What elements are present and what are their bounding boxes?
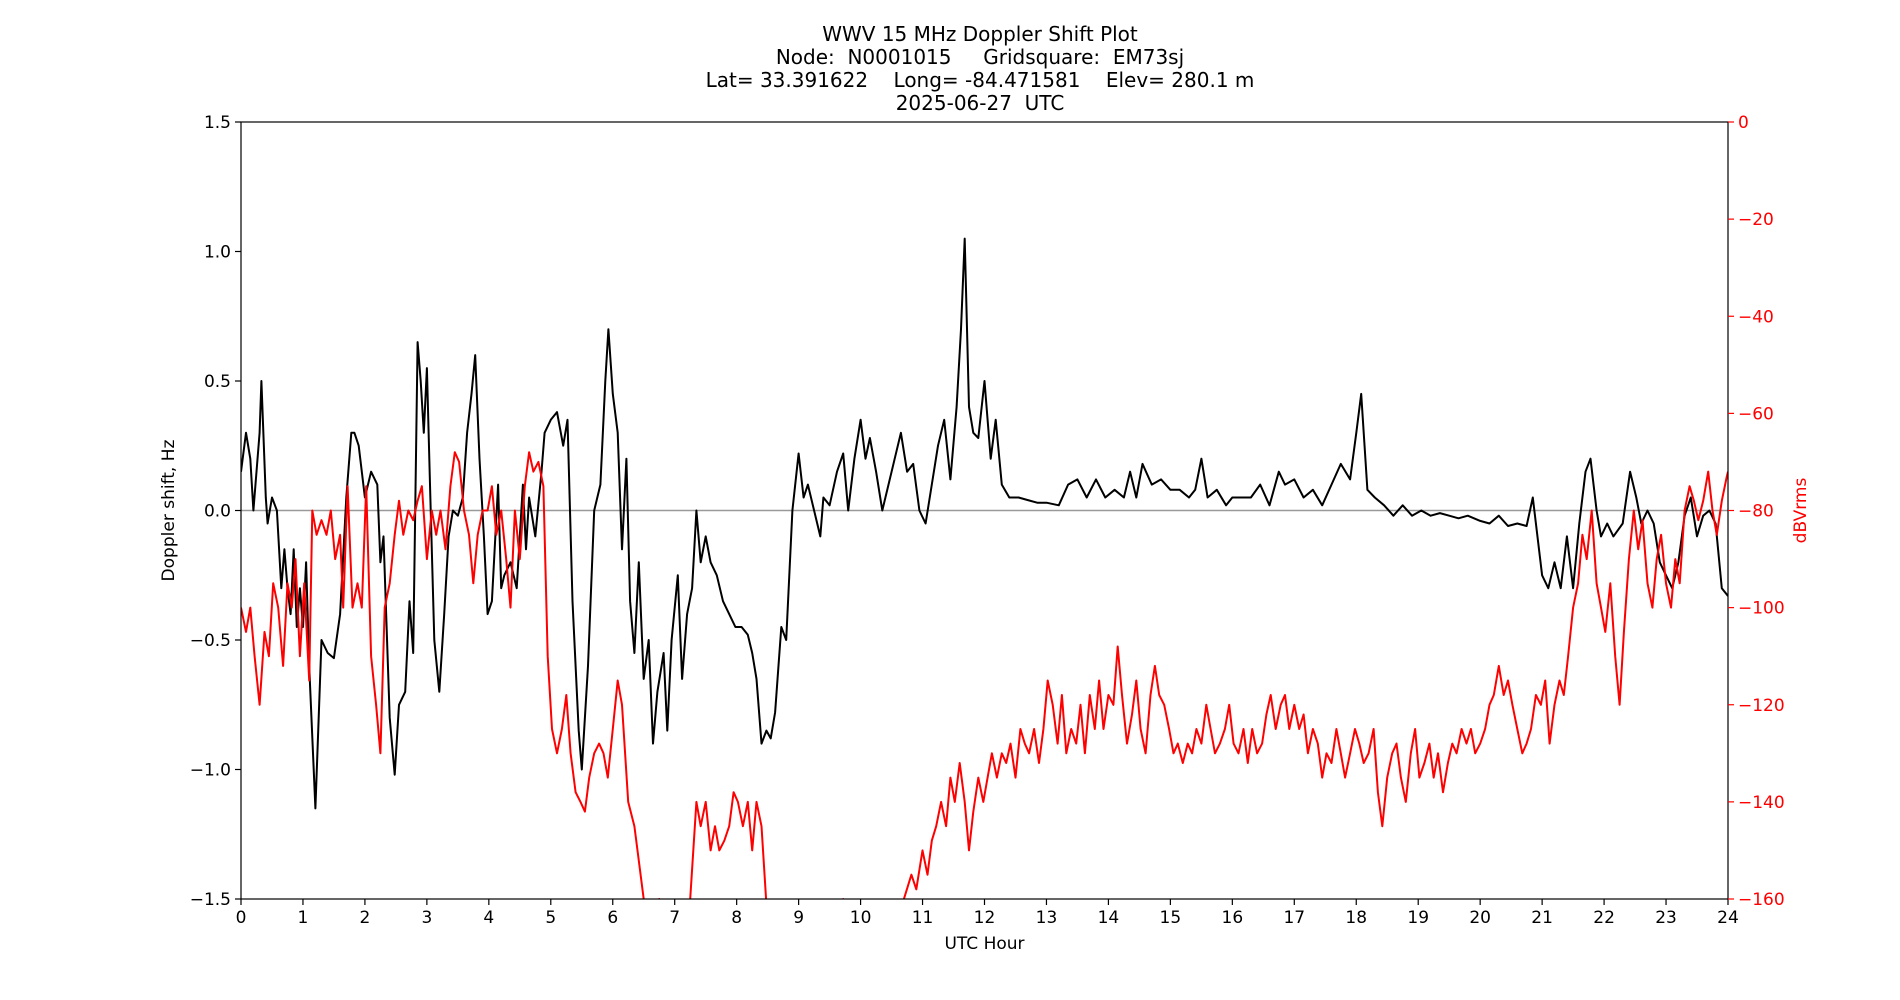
x-tick-label: 8 — [731, 908, 742, 928]
y-right-tick-label: −160 — [1738, 890, 1785, 910]
y-right-tick-label: −100 — [1738, 599, 1785, 619]
y-axis-right-label: dBVrms — [1791, 478, 1811, 544]
x-tick-label: 22 — [1593, 908, 1615, 928]
chart-title-line-3: Lat= 33.391622 Long= -84.471581 Elev= 28… — [705, 68, 1255, 92]
x-axis-label: UTC Hour — [944, 934, 1024, 954]
x-tick-label: 9 — [793, 908, 804, 928]
x-tick-label: 14 — [1098, 908, 1120, 928]
x-tick-label: 2 — [360, 908, 371, 928]
chart-title-line-4: 2025-06-27 UTC — [895, 91, 1065, 115]
x-tick-label: 16 — [1222, 908, 1244, 928]
x-tick-label: 4 — [483, 908, 494, 928]
power-series-line — [241, 451, 1728, 899]
x-tick-label: 15 — [1160, 908, 1182, 928]
chart-title-line-1: WWV 15 MHz Doppler Shift Plot — [822, 22, 1138, 46]
x-tick-label: 13 — [1036, 908, 1058, 928]
y-right-tick-label: 0 — [1738, 113, 1749, 133]
y-left-tick-label: 1.5 — [204, 113, 231, 133]
x-tick-label: 7 — [669, 908, 680, 928]
x-tick-label: 20 — [1469, 908, 1491, 928]
x-tick-label: 12 — [974, 908, 996, 928]
chart-title: WWV 15 MHz Doppler Shift Plot Node: N000… — [680, 23, 1280, 115]
y-right-tick-label: −60 — [1738, 404, 1774, 424]
y-right-tick-label: −140 — [1738, 793, 1785, 813]
x-tick-label: 19 — [1407, 908, 1429, 928]
x-tick-label: 10 — [850, 908, 872, 928]
y-left-tick-label: −1.0 — [190, 761, 231, 781]
y-right-tick-label: −20 — [1738, 210, 1774, 230]
x-tick-label: 24 — [1717, 908, 1739, 928]
y-right-tick-label: −40 — [1738, 307, 1774, 327]
x-tick-label: 18 — [1345, 908, 1367, 928]
x-tick-label: 3 — [421, 908, 432, 928]
x-tick-label: 21 — [1531, 908, 1553, 928]
doppler-series-line — [241, 237, 1728, 810]
x-tick-label: 6 — [607, 908, 618, 928]
x-tick-label: 23 — [1655, 908, 1677, 928]
y-left-tick-label: 0.0 — [204, 502, 231, 522]
x-tick-label: 17 — [1283, 908, 1305, 928]
x-tick-label: 5 — [545, 908, 556, 928]
y-left-tick-label: 0.5 — [204, 372, 231, 392]
y-right-tick-label: −80 — [1738, 502, 1774, 522]
y-left-tick-label: −1.5 — [190, 890, 231, 910]
y-left-tick-label: −0.5 — [190, 631, 231, 651]
x-tick-label: 11 — [912, 908, 934, 928]
chart-title-line-2: Node: N0001015 Gridsquare: EM73sj — [775, 45, 1185, 69]
y-axis-left-label: Doppler shift, Hz — [159, 439, 179, 581]
y-right-tick-label: −120 — [1738, 696, 1785, 716]
x-tick-label: 0 — [236, 908, 247, 928]
y-left-tick-label: 1.0 — [204, 243, 231, 263]
x-tick-label: 1 — [298, 908, 309, 928]
